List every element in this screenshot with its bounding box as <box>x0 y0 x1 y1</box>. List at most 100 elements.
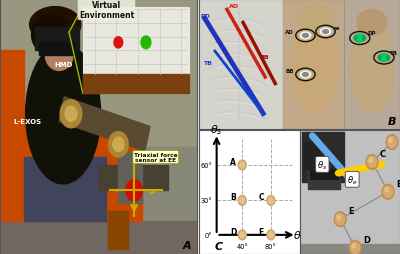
Circle shape <box>268 198 273 203</box>
Text: BB: BB <box>285 69 294 74</box>
Bar <box>40 43 75 56</box>
Bar <box>83 8 189 94</box>
Bar <box>36 28 79 51</box>
Circle shape <box>300 33 311 40</box>
Circle shape <box>382 59 386 62</box>
Text: 40°: 40° <box>236 244 248 249</box>
Text: re: re <box>334 26 340 31</box>
Bar <box>0 221 197 254</box>
Circle shape <box>368 157 376 168</box>
Bar <box>283 0 344 130</box>
Ellipse shape <box>357 10 387 36</box>
Text: D: D <box>230 227 236 236</box>
Bar <box>302 133 344 182</box>
Text: 0°: 0° <box>204 232 212 238</box>
Text: $\theta_s$: $\theta_s$ <box>317 158 327 171</box>
Bar <box>344 0 400 130</box>
Text: TB: TB <box>390 51 398 55</box>
Ellipse shape <box>291 16 338 113</box>
Ellipse shape <box>32 15 71 56</box>
Ellipse shape <box>45 41 73 71</box>
Circle shape <box>300 72 311 78</box>
Circle shape <box>267 196 275 205</box>
Circle shape <box>126 180 142 201</box>
Bar <box>308 171 340 189</box>
Text: $\theta_e$: $\theta_e$ <box>347 173 358 186</box>
Circle shape <box>141 37 151 50</box>
Circle shape <box>320 29 331 36</box>
Circle shape <box>268 232 273 238</box>
Circle shape <box>334 212 346 227</box>
Circle shape <box>386 135 398 150</box>
Circle shape <box>240 198 244 203</box>
Text: E: E <box>258 227 264 236</box>
Text: $\theta_s$: $\theta_s$ <box>210 123 223 137</box>
Bar <box>199 0 283 130</box>
Bar <box>304 142 319 170</box>
Circle shape <box>337 215 340 220</box>
Text: Virtual
Environment: Virtual Environment <box>79 1 134 20</box>
Circle shape <box>382 185 394 199</box>
Circle shape <box>382 54 386 57</box>
Bar <box>108 211 128 249</box>
Circle shape <box>302 34 308 38</box>
Circle shape <box>302 73 308 77</box>
Bar <box>24 157 106 221</box>
Text: L-EXOS: L-EXOS <box>14 119 42 125</box>
Circle shape <box>238 230 246 240</box>
Bar <box>0 51 24 147</box>
Text: PD: PD <box>201 14 211 19</box>
Circle shape <box>388 137 396 148</box>
Text: B: B <box>396 179 400 188</box>
Text: TB: TB <box>203 61 212 66</box>
Text: C: C <box>380 149 386 158</box>
Text: HMD: HMD <box>54 62 72 68</box>
Text: C: C <box>214 241 222 251</box>
Circle shape <box>349 240 361 254</box>
Circle shape <box>366 155 378 170</box>
Circle shape <box>267 230 275 240</box>
Text: AD: AD <box>229 4 239 9</box>
Bar <box>118 152 142 203</box>
Circle shape <box>357 35 362 38</box>
Circle shape <box>238 196 246 205</box>
Text: C: C <box>258 193 264 202</box>
Circle shape <box>352 244 356 248</box>
Circle shape <box>369 158 372 163</box>
Ellipse shape <box>298 5 330 34</box>
Text: BB: BB <box>259 54 269 59</box>
Text: AD: AD <box>285 30 294 35</box>
Ellipse shape <box>30 8 81 43</box>
Circle shape <box>65 107 77 122</box>
Ellipse shape <box>350 22 394 113</box>
Circle shape <box>389 138 392 143</box>
Ellipse shape <box>26 44 100 184</box>
Circle shape <box>351 242 360 253</box>
Text: Triaxial force
sensor at EE: Triaxial force sensor at EE <box>134 152 178 163</box>
Bar <box>283 0 400 130</box>
Circle shape <box>323 30 328 34</box>
Circle shape <box>384 186 392 198</box>
Text: $\theta_e$: $\theta_e$ <box>293 228 306 242</box>
Circle shape <box>240 232 244 238</box>
Bar <box>83 75 189 94</box>
Text: B: B <box>388 117 396 127</box>
Bar <box>98 165 168 190</box>
Circle shape <box>114 38 123 49</box>
Circle shape <box>113 138 124 152</box>
Circle shape <box>108 132 128 157</box>
Text: 80°: 80° <box>265 244 277 249</box>
Circle shape <box>354 35 365 42</box>
Bar <box>0 124 142 221</box>
Circle shape <box>378 55 390 62</box>
Circle shape <box>385 188 388 192</box>
Text: D: D <box>363 235 370 244</box>
Bar <box>59 97 150 151</box>
Text: E: E <box>348 206 354 215</box>
Text: B: B <box>230 193 236 202</box>
Ellipse shape <box>34 8 77 53</box>
Bar <box>310 170 338 180</box>
Circle shape <box>60 100 82 128</box>
Bar <box>0 147 197 254</box>
Circle shape <box>240 163 244 168</box>
